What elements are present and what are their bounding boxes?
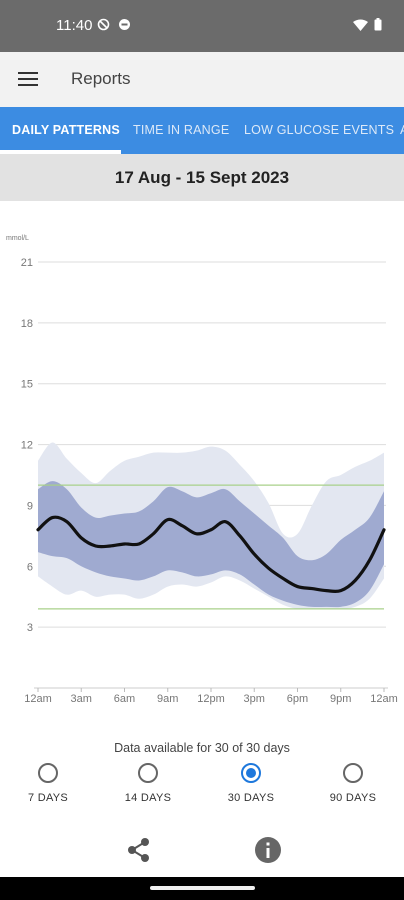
y-axis-unit-label: mmol/L	[6, 235, 29, 242]
y-tick-label: 12	[21, 440, 33, 452]
period-label: 14 DAYS	[124, 792, 172, 804]
radio-button[interactable]	[241, 763, 261, 783]
period-option-7-days[interactable]: 7 DAYS	[8, 763, 88, 804]
battery-icon	[374, 18, 382, 31]
app-bar: Reports	[0, 52, 404, 107]
status-time: 11:40	[56, 17, 93, 34]
radio-button[interactable]	[38, 763, 58, 783]
y-tick-label: 9	[27, 500, 33, 512]
tab-next[interactable]: A	[400, 107, 404, 154]
daily-patterns-chart: mmol/L 21 18 15 12 9 6 3 12am 3am 6am 9am 12pm 3pm 6pm…	[6, 235, 398, 705]
x-tick-label: 9pm	[330, 693, 351, 705]
period-option-30-days[interactable]: 30 DAYS	[211, 763, 291, 804]
x-tick-label: 12am	[24, 693, 52, 705]
date-range: 17 Aug - 15 Sept 2023	[0, 154, 404, 201]
x-tick-label: 6pm	[287, 693, 308, 705]
x-tick-label: 12pm	[197, 693, 225, 705]
y-tick-label: 15	[21, 379, 33, 391]
radio-button[interactable]	[138, 763, 158, 783]
x-tick-label: 3pm	[244, 693, 265, 705]
wifi-icon	[353, 19, 368, 31]
x-tick-label: 12am	[370, 693, 398, 705]
x-tick-label: 6am	[114, 693, 135, 705]
x-tick-label: 3am	[71, 693, 92, 705]
period-label: 90 DAYS	[329, 792, 377, 804]
hamburger-menu-icon[interactable]	[18, 69, 40, 89]
sync-icon	[119, 19, 130, 30]
y-tick-label: 21	[21, 257, 33, 269]
do-not-disturb-icon	[97, 18, 110, 31]
tab-time-in-range[interactable]: TIME IN RANGE	[133, 123, 230, 137]
median-line	[36, 515, 386, 594]
period-option-90-days[interactable]: 90 DAYS	[313, 763, 393, 804]
y-tick-label: 18	[21, 318, 33, 330]
y-tick-label: 3	[27, 622, 33, 634]
bottom-actions	[0, 830, 404, 870]
home-handle[interactable]	[150, 886, 255, 890]
x-tick-label: 9am	[157, 693, 178, 705]
report-tabs: DAILY PATTERNS TIME IN RANGE LOW GLUCOSE…	[0, 107, 404, 154]
percentile-25-75-band	[38, 481, 384, 608]
page-title: Reports	[71, 69, 131, 88]
y-tick-label: 6	[27, 561, 33, 573]
share-icon[interactable]	[125, 836, 153, 864]
active-tab-indicator	[0, 150, 121, 154]
tab-daily-patterns[interactable]: DAILY PATTERNS	[12, 123, 120, 137]
tab-low-glucose-events[interactable]: LOW GLUCOSE EVENTS	[244, 123, 395, 137]
period-label: 7 DAYS	[27, 792, 69, 804]
info-icon[interactable]	[254, 836, 282, 864]
system-navigation-bar	[0, 877, 404, 900]
radio-button[interactable]	[343, 763, 363, 783]
status-bar: 11:40	[0, 0, 404, 52]
period-option-14-days[interactable]: 14 DAYS	[108, 763, 188, 804]
period-label: 30 DAYS	[227, 792, 275, 804]
data-availability-text: Data available for 30 of 30 days	[114, 741, 290, 755]
